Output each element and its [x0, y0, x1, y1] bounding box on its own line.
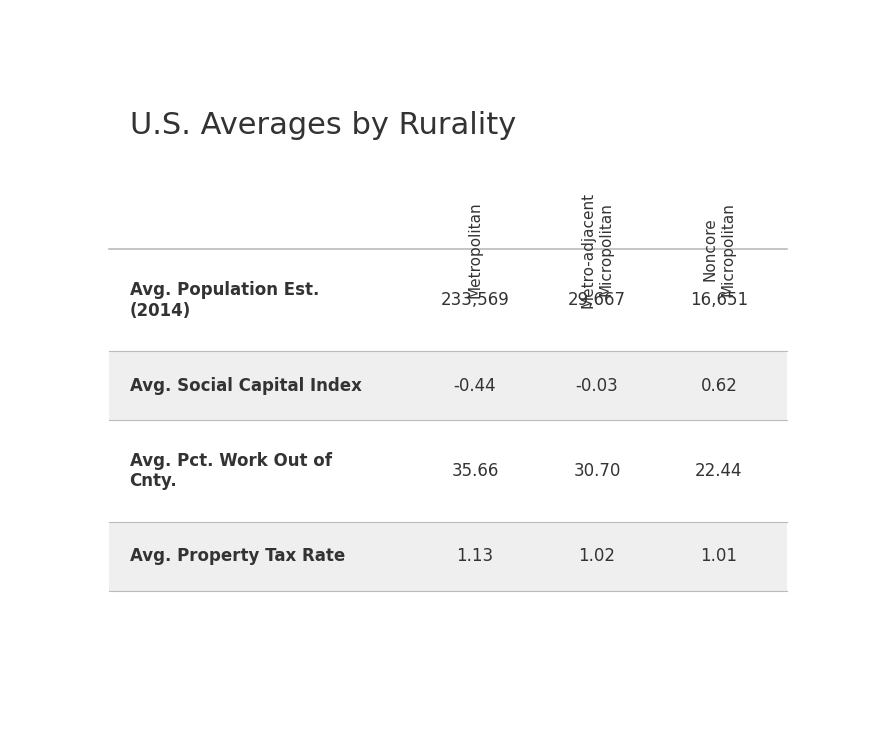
- Text: Avg. Population Est.
(2014): Avg. Population Est. (2014): [129, 280, 319, 320]
- Text: -0.44: -0.44: [454, 377, 496, 395]
- Text: Metropolitan: Metropolitan: [468, 202, 482, 298]
- Text: -0.03: -0.03: [576, 377, 618, 395]
- Text: Avg. Property Tax Rate: Avg. Property Tax Rate: [129, 547, 345, 566]
- Text: 0.62: 0.62: [700, 377, 738, 395]
- Text: 1.13: 1.13: [456, 547, 494, 566]
- FancyBboxPatch shape: [109, 420, 787, 522]
- Text: 35.66: 35.66: [451, 462, 499, 480]
- Text: 16,651: 16,651: [690, 291, 748, 309]
- Text: 233,569: 233,569: [440, 291, 510, 309]
- FancyBboxPatch shape: [109, 250, 787, 350]
- Text: 29,667: 29,667: [568, 291, 626, 309]
- FancyBboxPatch shape: [109, 522, 787, 591]
- Text: 1.02: 1.02: [579, 547, 615, 566]
- Text: U.S. Averages by Rurality: U.S. Averages by Rurality: [129, 111, 516, 140]
- Text: 1.01: 1.01: [700, 547, 738, 566]
- Text: 22.44: 22.44: [695, 462, 743, 480]
- Text: Noncore
Micropolitan: Noncore Micropolitan: [703, 202, 735, 296]
- Text: 30.70: 30.70: [573, 462, 621, 480]
- FancyBboxPatch shape: [109, 350, 787, 420]
- Text: Avg. Pct. Work Out of
Cnty.: Avg. Pct. Work Out of Cnty.: [129, 451, 331, 490]
- Text: Avg. Social Capital Index: Avg. Social Capital Index: [129, 377, 362, 395]
- Text: Metro-adjacent
Micropolitan: Metro-adjacent Micropolitan: [580, 192, 614, 308]
